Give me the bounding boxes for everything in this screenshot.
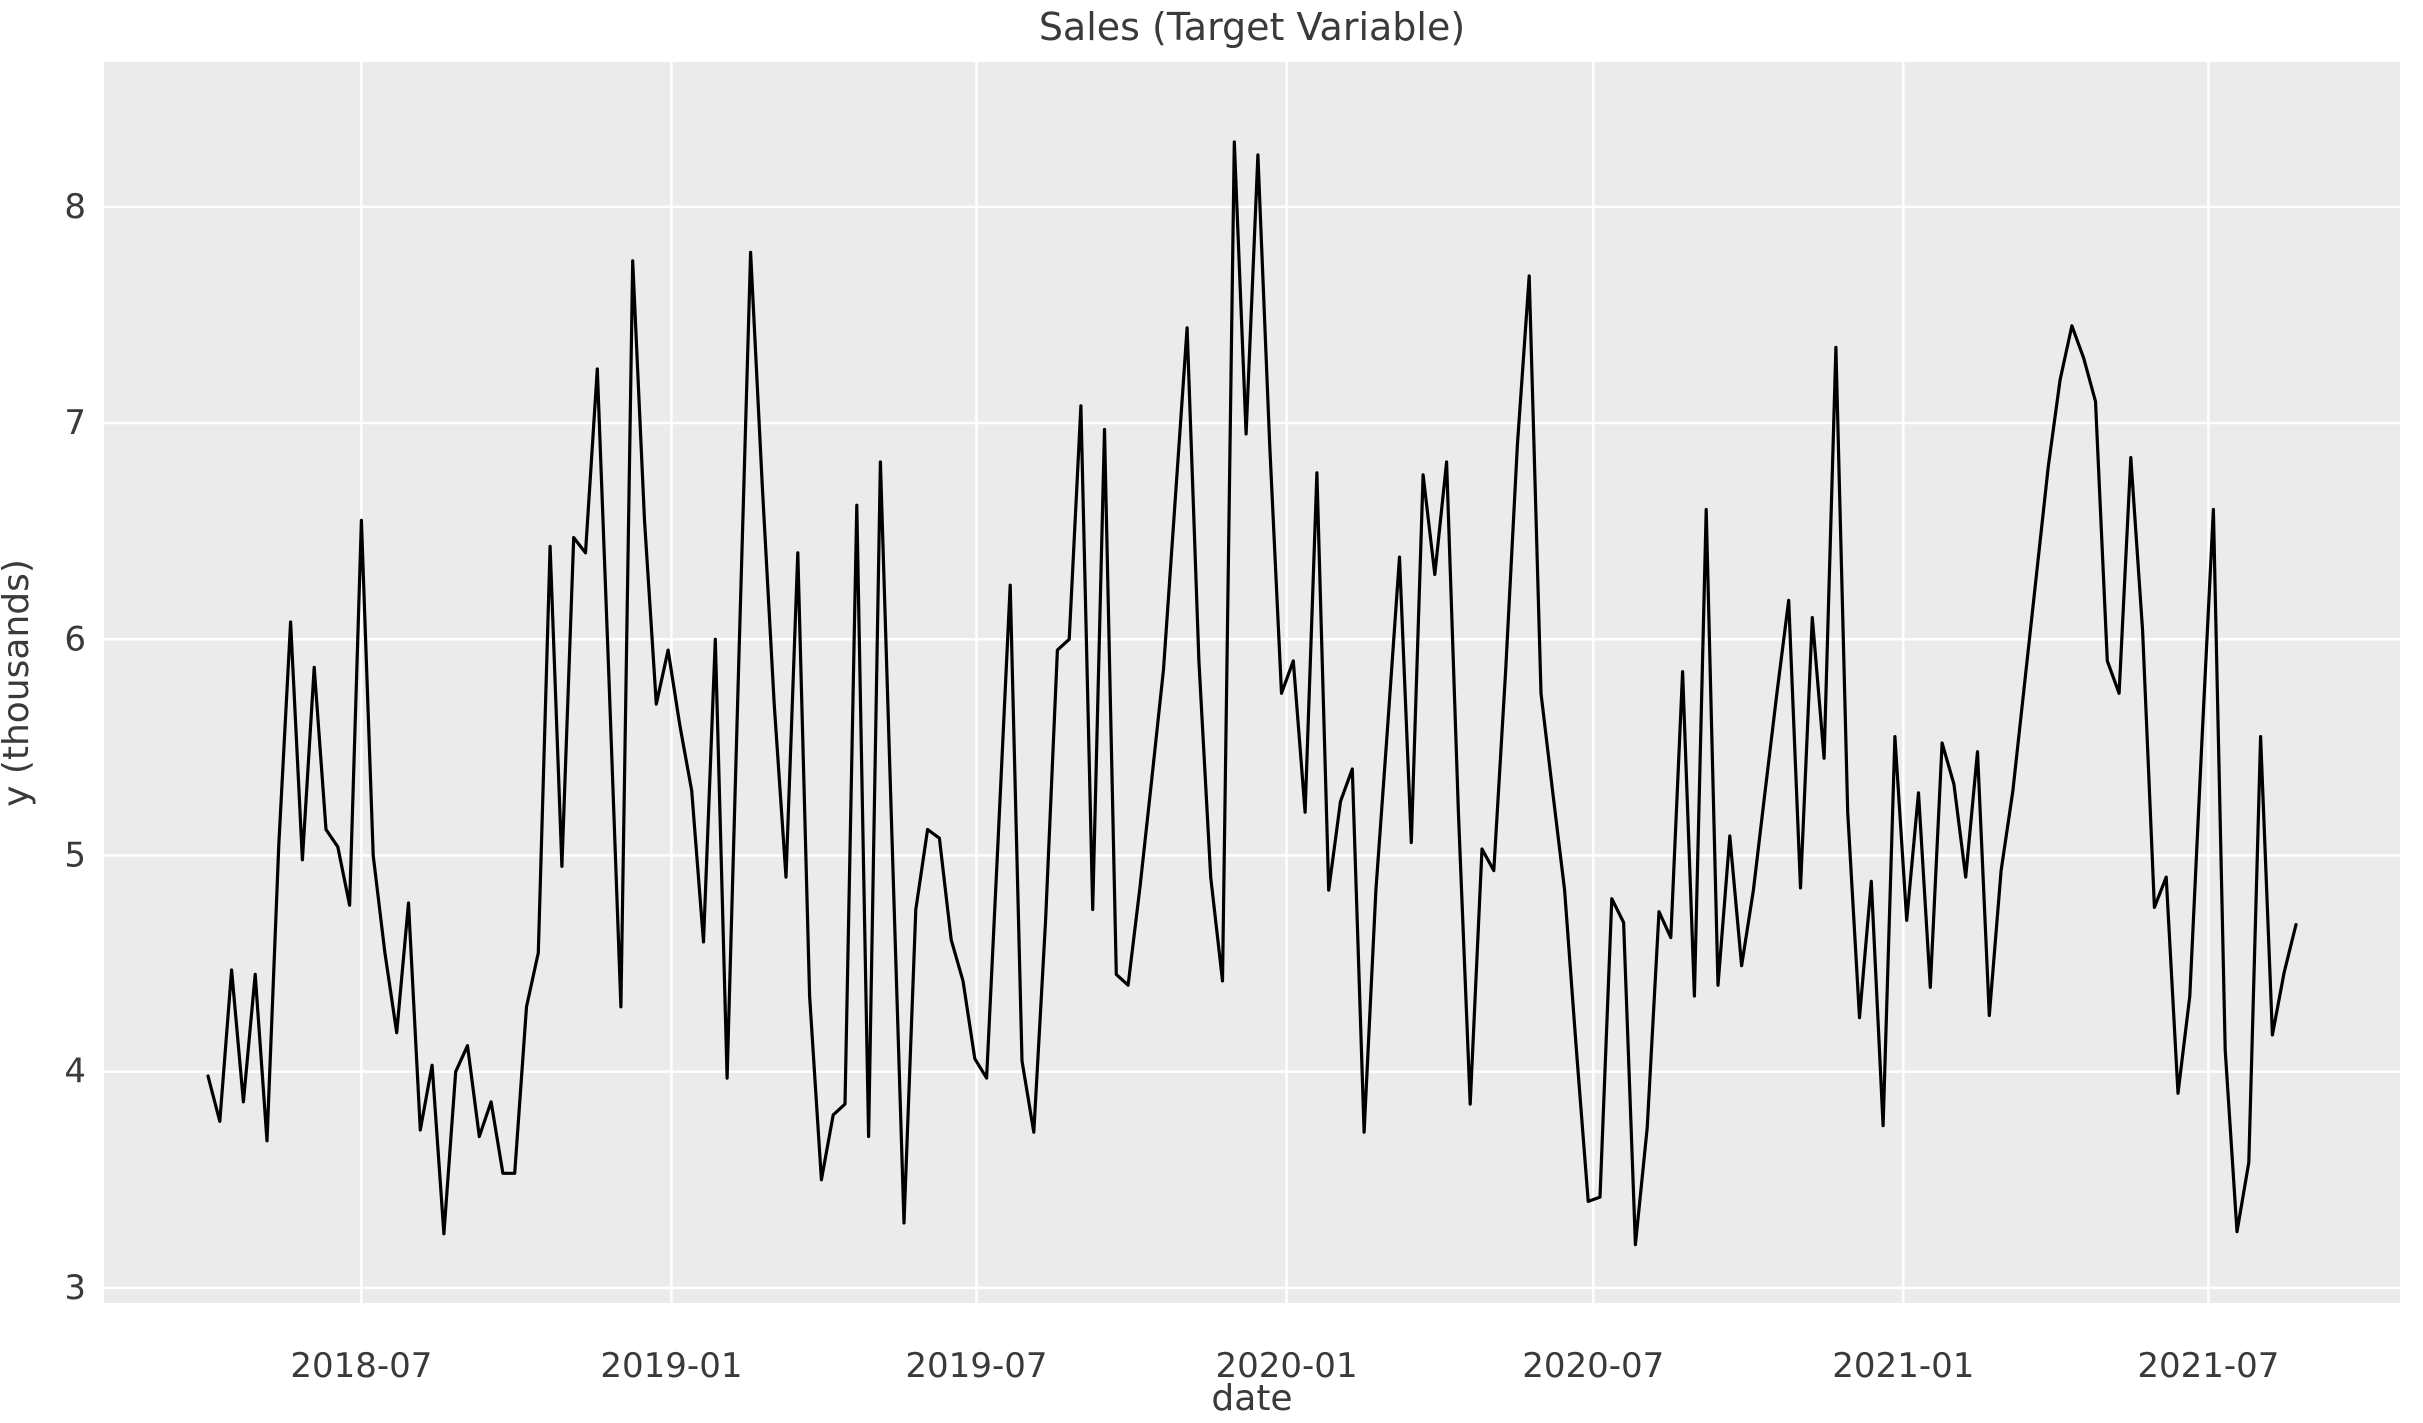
sales-series-line [206, 140, 2298, 1247]
x-tick-label: 2021-01 [1832, 1346, 1974, 1386]
y-axis-label: y (thousands) [0, 559, 37, 807]
y-tick-label: 7 [64, 403, 86, 443]
x-tick-label: 2020-01 [1216, 1346, 1358, 1386]
chart-title: Sales (Target Variable) [1039, 5, 1465, 49]
x-tick-label: 2019-01 [600, 1346, 742, 1386]
x-tick-label: 2020-07 [1522, 1346, 1664, 1386]
x-tick-label: 2018-07 [290, 1346, 432, 1386]
x-tick-label: 2021-07 [2137, 1346, 2279, 1386]
y-tick-label: 8 [64, 187, 86, 227]
y-tick-label: 6 [64, 619, 86, 659]
x-axis-label: date [1211, 1378, 1292, 1419]
x-tick-label: 2019-07 [905, 1346, 1047, 1386]
y-tick-label: 4 [64, 1052, 86, 1092]
y-tick-label: 3 [64, 1268, 86, 1308]
y-tick-label: 5 [64, 835, 86, 875]
plot-area [104, 62, 2400, 1303]
